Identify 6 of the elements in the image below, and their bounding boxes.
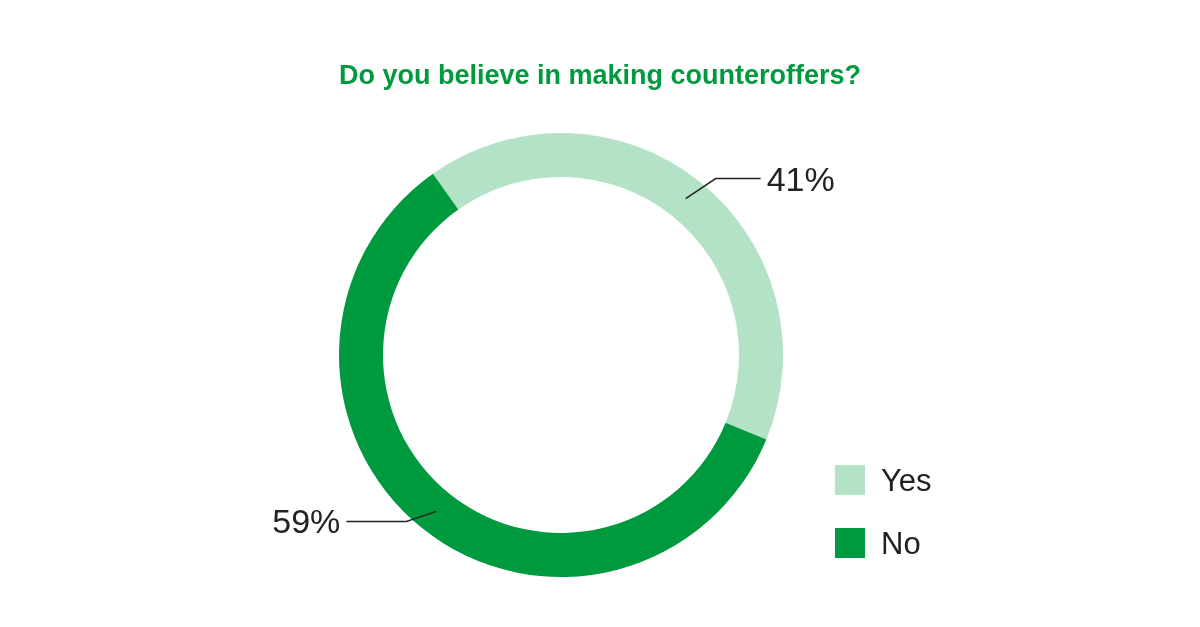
chart-title: Do you believe in making counteroffers? xyxy=(338,60,862,90)
legend-label: No xyxy=(881,526,921,561)
legend-label: Yes xyxy=(881,463,932,498)
donut-slice xyxy=(339,173,767,577)
data-label: 41% xyxy=(766,159,835,198)
data-label: 59% xyxy=(272,502,341,541)
